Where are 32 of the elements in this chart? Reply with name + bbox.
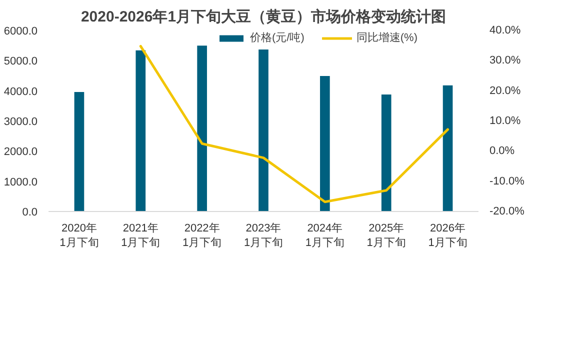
x-tick-label: 2024年 1月下旬 <box>305 222 344 249</box>
line-series <box>139 44 450 204</box>
x-tick-label: 2023年 1月下旬 <box>244 222 284 249</box>
x-tick-label: 2025年 1月下旬 <box>366 222 406 249</box>
x-tick-label: 2020年 1月下旬 <box>60 222 99 249</box>
chart-title: 2020-2026年1月下旬大豆（黄豆）市场价格变动统计图 <box>80 8 446 26</box>
bar <box>381 94 392 212</box>
y-tick-label: 3000.0 <box>4 116 38 128</box>
bar <box>258 50 268 212</box>
y-tick-label: 5000.0 <box>4 56 38 68</box>
bar <box>74 92 84 212</box>
y-tick-label: 1000.0 <box>4 176 38 188</box>
y2-tick-label: 30.0% <box>490 54 521 67</box>
x-tick-label: 2021年 1月下旬 <box>121 222 160 249</box>
y-tick-label: 6000.0 <box>4 26 38 38</box>
y2-tick-label: 0.0% <box>490 145 515 158</box>
y2-tick-label: -20.0% <box>490 206 525 218</box>
y2-tick-label: 20.0% <box>490 84 521 97</box>
y2-tick-label: 10.0% <box>490 115 521 127</box>
bar <box>136 50 146 212</box>
y2-tick-label: 40.0% <box>490 24 521 36</box>
x-tick-label: 2026年 1月下旬 <box>428 222 468 249</box>
bar <box>320 76 330 212</box>
y-tick-label: 2000.0 <box>4 146 38 158</box>
y2-tick-label: -10.0% <box>490 175 525 188</box>
bar <box>197 46 207 212</box>
legend-label: 价格(元/吨) <box>250 31 304 45</box>
y-tick-label: 4000.0 <box>4 86 38 98</box>
bar <box>442 85 453 212</box>
x-tick-label: 2022年 1月下旬 <box>182 222 222 249</box>
legend-label: 同比增速(%) <box>356 31 418 45</box>
y-tick-label: 0.0 <box>22 206 38 218</box>
